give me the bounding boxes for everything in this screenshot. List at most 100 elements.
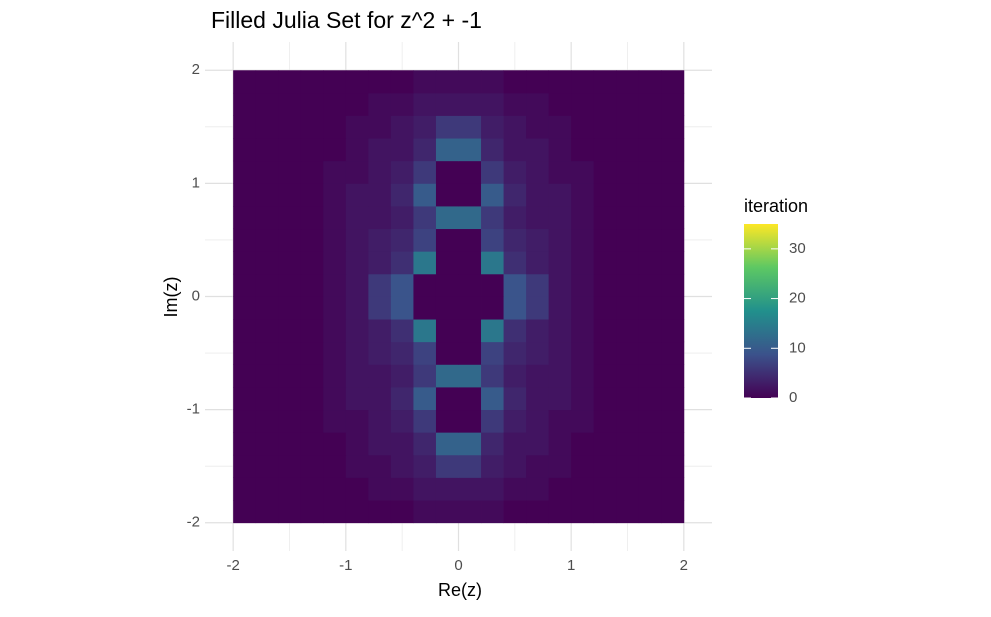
heatmap-cell <box>548 251 572 275</box>
heatmap-cell <box>323 251 347 275</box>
heatmap-cell <box>638 70 662 94</box>
heatmap-cell <box>661 364 685 388</box>
heatmap-cell <box>503 138 527 162</box>
x-tick-label: -1 <box>339 557 352 574</box>
heatmap-cell <box>368 296 392 320</box>
x-tick-label: 0 <box>454 557 462 574</box>
heatmap-cell <box>638 454 662 478</box>
heatmap-cell <box>571 92 595 116</box>
heatmap-cell <box>255 409 279 433</box>
heatmap-cell <box>548 477 572 501</box>
heatmap-cell <box>526 432 550 456</box>
heatmap-cell <box>390 251 414 275</box>
heatmap-cell <box>233 70 257 94</box>
heatmap-cell <box>661 454 685 478</box>
heatmap-cell <box>481 70 504 94</box>
heatmap-cell <box>278 273 302 297</box>
heatmap-cell <box>278 183 302 207</box>
heatmap-cell <box>413 386 437 411</box>
heatmap-cell <box>345 454 369 478</box>
heatmap-cell <box>593 273 617 297</box>
heatmap-cell <box>345 92 369 116</box>
heatmap-cell <box>435 341 459 365</box>
legend-title: iteration <box>744 196 808 216</box>
heatmap-cell <box>323 183 347 207</box>
x-tick-label: -2 <box>226 557 239 574</box>
heatmap-cell <box>368 70 392 94</box>
heatmap-cell <box>233 92 257 116</box>
x-axis-title: Re(z) <box>438 580 482 600</box>
heatmap-cell <box>323 409 347 433</box>
heatmap-cell <box>435 409 459 433</box>
heatmap-cell <box>661 341 685 365</box>
heatmap-cell <box>345 228 369 252</box>
heatmap-cell <box>458 477 482 501</box>
heatmap-cell <box>638 341 662 365</box>
heatmap-cell <box>571 138 595 162</box>
heatmap-cell <box>233 138 257 162</box>
heatmap-cell <box>233 454 257 478</box>
heatmap-cell <box>368 432 392 456</box>
heatmap-cell <box>481 454 504 478</box>
heatmap-cell <box>458 138 482 162</box>
heatmap-cell <box>548 138 572 162</box>
heatmap-cell <box>571 228 595 252</box>
heatmap-cell <box>638 228 662 252</box>
heatmap-cell <box>571 364 595 388</box>
heatmap-cell <box>278 296 302 320</box>
heatmap-cell <box>390 341 414 365</box>
heatmap-cell <box>503 341 527 365</box>
heatmap-cell <box>571 409 595 433</box>
heatmap-cell <box>616 115 640 139</box>
heatmap-cell <box>503 273 527 297</box>
x-tick-label: 2 <box>680 557 688 574</box>
heatmap-cell <box>233 273 257 297</box>
heatmap-cell <box>638 477 662 501</box>
heatmap-cell <box>345 251 369 275</box>
heatmap-cell <box>278 115 302 139</box>
heatmap-cell <box>548 364 572 388</box>
heatmap-cell <box>413 228 437 252</box>
heatmap-cell <box>255 432 279 456</box>
heatmap-cell <box>593 477 617 501</box>
heatmap-cell <box>548 92 572 116</box>
heatmap-cell <box>503 454 527 478</box>
heatmap-cell <box>435 138 459 162</box>
heatmap-cell <box>368 500 392 524</box>
heatmap-cell <box>616 183 640 207</box>
heatmap-cell <box>300 138 324 162</box>
heatmap-cell <box>593 296 617 320</box>
heatmap-cell <box>390 386 414 411</box>
heatmap-cell <box>278 138 302 162</box>
heatmap-cell <box>503 228 527 252</box>
heatmap-cell <box>345 386 369 411</box>
heatmap-cell <box>616 341 640 365</box>
heatmap-cell <box>458 319 482 343</box>
heatmap-cell <box>255 251 279 275</box>
heatmap-cell <box>255 160 279 184</box>
heatmap-cell <box>255 341 279 365</box>
heatmap-cell <box>345 341 369 365</box>
heatmap-cell <box>458 296 482 320</box>
heatmap-cell <box>390 454 414 478</box>
heatmap-cell <box>390 228 414 252</box>
heatmap-cell <box>548 432 572 456</box>
heatmap-cell <box>390 296 414 320</box>
heatmap-cell <box>323 386 347 411</box>
heatmap-cell <box>458 341 482 365</box>
heatmap-cell <box>435 386 459 411</box>
heatmap-cell <box>345 206 369 230</box>
heatmap-cell <box>571 273 595 297</box>
heatmap-cell <box>503 70 527 94</box>
heatmap-cell <box>233 319 257 343</box>
heatmap-cell <box>255 138 279 162</box>
heatmap-cell <box>413 319 437 343</box>
heatmap-cell <box>300 477 324 501</box>
heatmap-cell <box>278 364 302 388</box>
heatmap-cell <box>278 206 302 230</box>
heatmap-cell <box>571 500 595 524</box>
heatmap-cell <box>661 138 685 162</box>
heatmap-cell <box>278 477 302 501</box>
heatmap-cell <box>345 183 369 207</box>
y-axis-title: Im(z) <box>161 277 181 318</box>
